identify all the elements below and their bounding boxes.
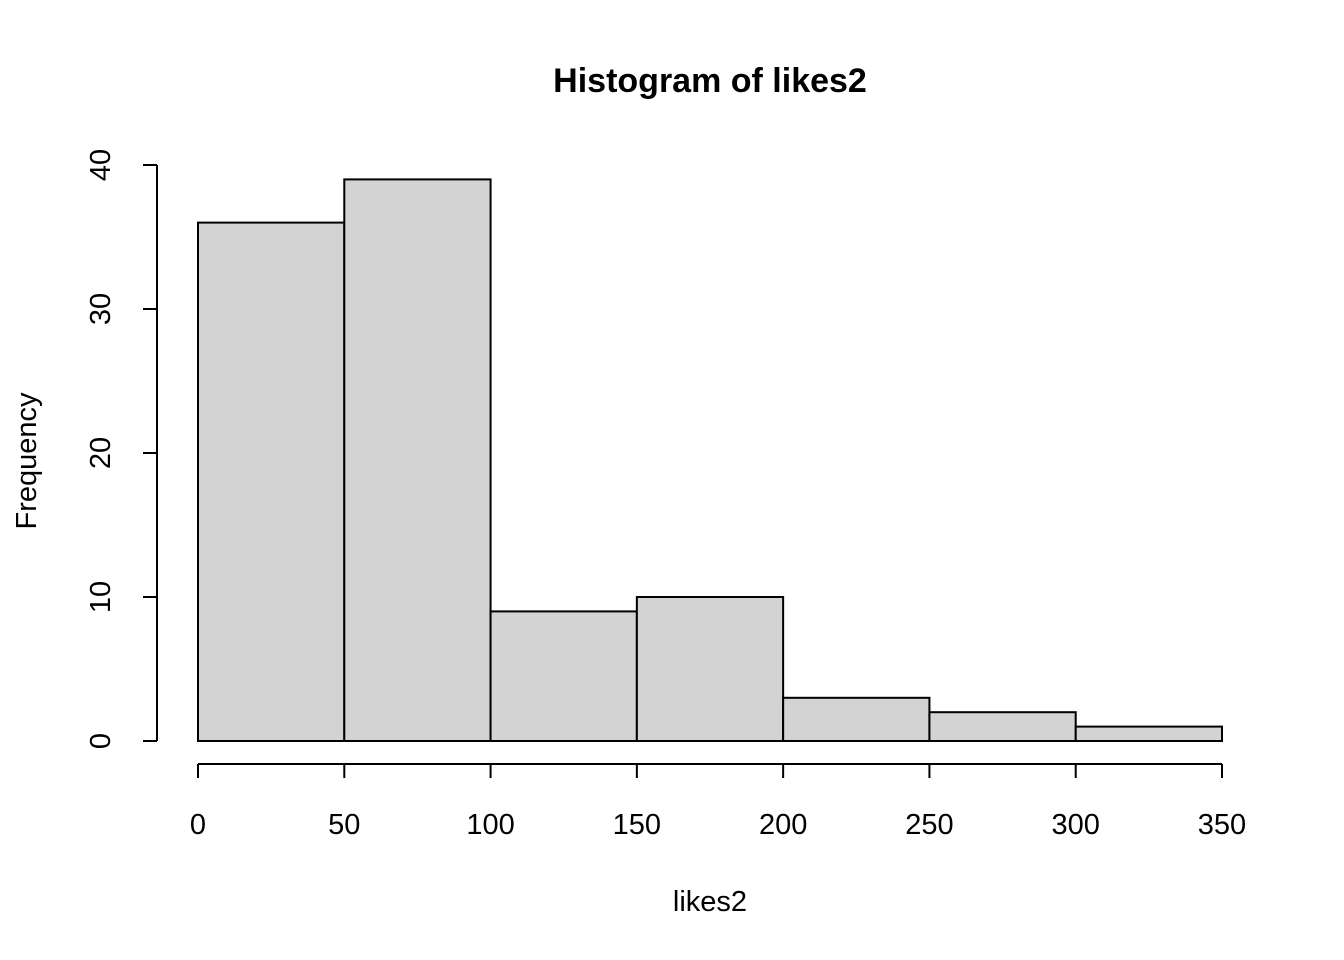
histogram-bar-300-350 — [1074, 725, 1223, 742]
y-tick-label: 20 — [85, 437, 117, 469]
histogram-bar-0-50 — [197, 221, 346, 743]
y-tick-label: 30 — [85, 293, 117, 325]
x-tick-label: 350 — [1198, 809, 1246, 841]
histogram-bar-150-200 — [635, 596, 785, 742]
x-tick-label: 200 — [759, 809, 807, 841]
x-tick-label: 250 — [905, 809, 953, 841]
x-axis: 0 50 100 150 200 250 300 350 — [190, 763, 1246, 841]
x-tick-label: 300 — [1052, 809, 1100, 841]
x-tick-label: 150 — [613, 809, 661, 841]
x-axis-label: likes2 — [673, 886, 747, 918]
x-tick-label: 50 — [328, 809, 360, 841]
y-tick-label: 40 — [85, 149, 117, 181]
y-axis-label: Frequency — [11, 392, 43, 530]
chart-title: Histogram of likes2 — [553, 62, 867, 100]
histogram-bar-250-300 — [928, 711, 1077, 743]
y-tick-label: 10 — [85, 581, 117, 613]
x-tick-label: 100 — [466, 809, 514, 841]
x-tick-label: 0 — [190, 809, 206, 841]
histogram-bar-200-250 — [782, 696, 931, 742]
histogram-bar-50-100 — [343, 178, 492, 742]
y-tick-label: 0 — [85, 733, 117, 749]
y-axis: 0 10 20 30 40 — [85, 149, 158, 749]
histogram-bar-100-150 — [489, 610, 638, 743]
bars-layer — [197, 178, 1223, 743]
